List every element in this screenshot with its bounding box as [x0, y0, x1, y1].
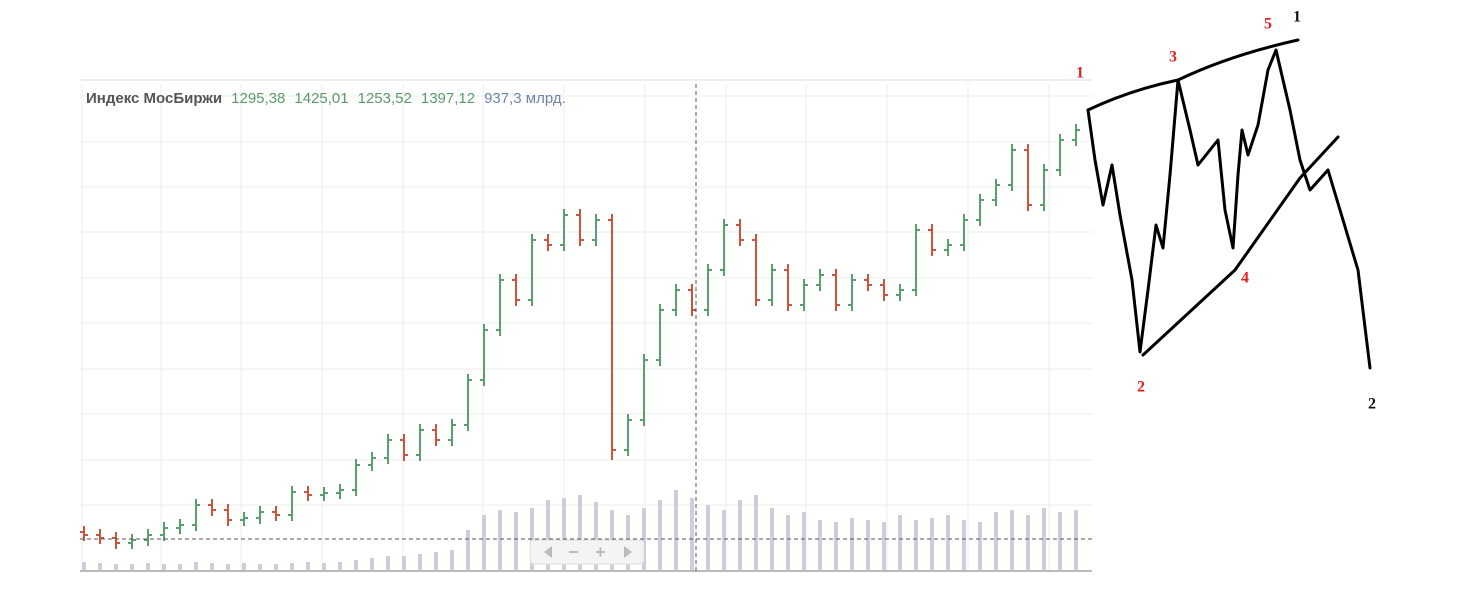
- volume-bar: [402, 556, 406, 570]
- hand-drawing: [1086, 38, 1372, 370]
- volume-bar: [274, 564, 278, 570]
- volume-bar: [578, 495, 582, 570]
- volume-bar: [898, 515, 902, 570]
- volume-bar: [930, 518, 934, 570]
- volume-bar: [258, 564, 262, 570]
- volume-bar: [82, 562, 86, 570]
- volume-bar: [322, 563, 326, 570]
- zoom-out[interactable]: [569, 551, 578, 553]
- volume-bar: [786, 515, 790, 570]
- volume-bar: [338, 562, 342, 570]
- annotation-label: 1: [1293, 9, 1301, 26]
- volume-bar: [706, 505, 710, 570]
- volume-bar: [114, 564, 118, 570]
- scroll-right[interactable]: [624, 546, 632, 558]
- volume-bar: [1026, 515, 1030, 570]
- navigator-box: [529, 539, 645, 565]
- volume-bar: [546, 500, 550, 570]
- volume-bar: [946, 515, 950, 570]
- annotation-label: 2: [1368, 396, 1376, 413]
- annotation-label: 4: [1241, 270, 1249, 287]
- volume-bar: [1010, 510, 1014, 570]
- open-value: 1295,38: [231, 90, 286, 107]
- volume-bar: [866, 520, 870, 570]
- volume-bar: [194, 562, 198, 570]
- volume-bar: [674, 490, 678, 570]
- volume-bar: [226, 564, 230, 570]
- volume-bar: [818, 520, 822, 570]
- zoom-in[interactable]: [596, 547, 605, 557]
- volume-bar: [594, 502, 598, 570]
- volume-bar: [146, 563, 150, 570]
- volume-bar: [1058, 512, 1062, 570]
- title: Индекс МосБиржи: [86, 90, 223, 107]
- drawn-trendline: [1141, 135, 1340, 357]
- low-value: 1253,52: [357, 90, 412, 107]
- volume-bar: [482, 515, 486, 570]
- volume-bar: [466, 530, 470, 570]
- close-value: 1397,12: [420, 90, 476, 107]
- annotation-label: 1: [1076, 65, 1084, 82]
- annotation-label: 3: [1169, 49, 1177, 66]
- volume-bar: [962, 520, 966, 570]
- drawn-wave: [1086, 48, 1372, 370]
- volume-bar: [738, 500, 742, 570]
- volume-bar: [658, 500, 662, 570]
- volume-bar: [210, 563, 214, 570]
- volume-bar: [498, 510, 502, 570]
- volume-bar: [290, 563, 294, 570]
- volume-bar: [178, 564, 182, 570]
- annotations: 1 3 5 1 2 4 2: [1076, 9, 1376, 413]
- volume-bar: [1074, 510, 1078, 570]
- volume-bar: [130, 564, 134, 570]
- volume-bar: [562, 498, 566, 570]
- volume-bar: [450, 550, 454, 570]
- volume-bar: [162, 564, 166, 570]
- volume-bar: [850, 518, 854, 570]
- scroll-left[interactable]: [544, 546, 552, 558]
- price-layer: [80, 124, 1080, 549]
- grid: [80, 84, 1092, 571]
- volume-bar: [770, 508, 774, 570]
- volume-bar: [994, 512, 998, 570]
- volume-bar: [722, 510, 726, 570]
- volume-bar: [418, 554, 422, 570]
- volume-bar: [1042, 508, 1046, 570]
- volume-bar: [514, 512, 518, 570]
- volume-bar: [434, 552, 438, 570]
- volume-value: 937,3 млрд.: [484, 90, 566, 107]
- annotation-label: 5: [1264, 16, 1272, 33]
- volume-bar: [690, 498, 694, 570]
- volume-bar: [802, 512, 806, 570]
- chart-header: Индекс МосБиржи 1295,38 1425,01 1253,52 …: [86, 90, 566, 107]
- volume-bar: [386, 556, 390, 570]
- volume-bar: [978, 522, 982, 570]
- annotation-label: 2: [1137, 379, 1145, 396]
- volume-bar: [914, 520, 918, 570]
- navigator[interactable]: [529, 539, 645, 565]
- volume-bar: [754, 495, 758, 570]
- volume-bar: [98, 563, 102, 570]
- volume-bar: [306, 562, 310, 570]
- volume-bar: [242, 563, 246, 570]
- high-value: 1425,01: [294, 90, 349, 107]
- volume-bar: [354, 560, 358, 570]
- volume-bar: [834, 522, 838, 570]
- volume-bar: [882, 522, 886, 570]
- volume-bar: [370, 558, 374, 570]
